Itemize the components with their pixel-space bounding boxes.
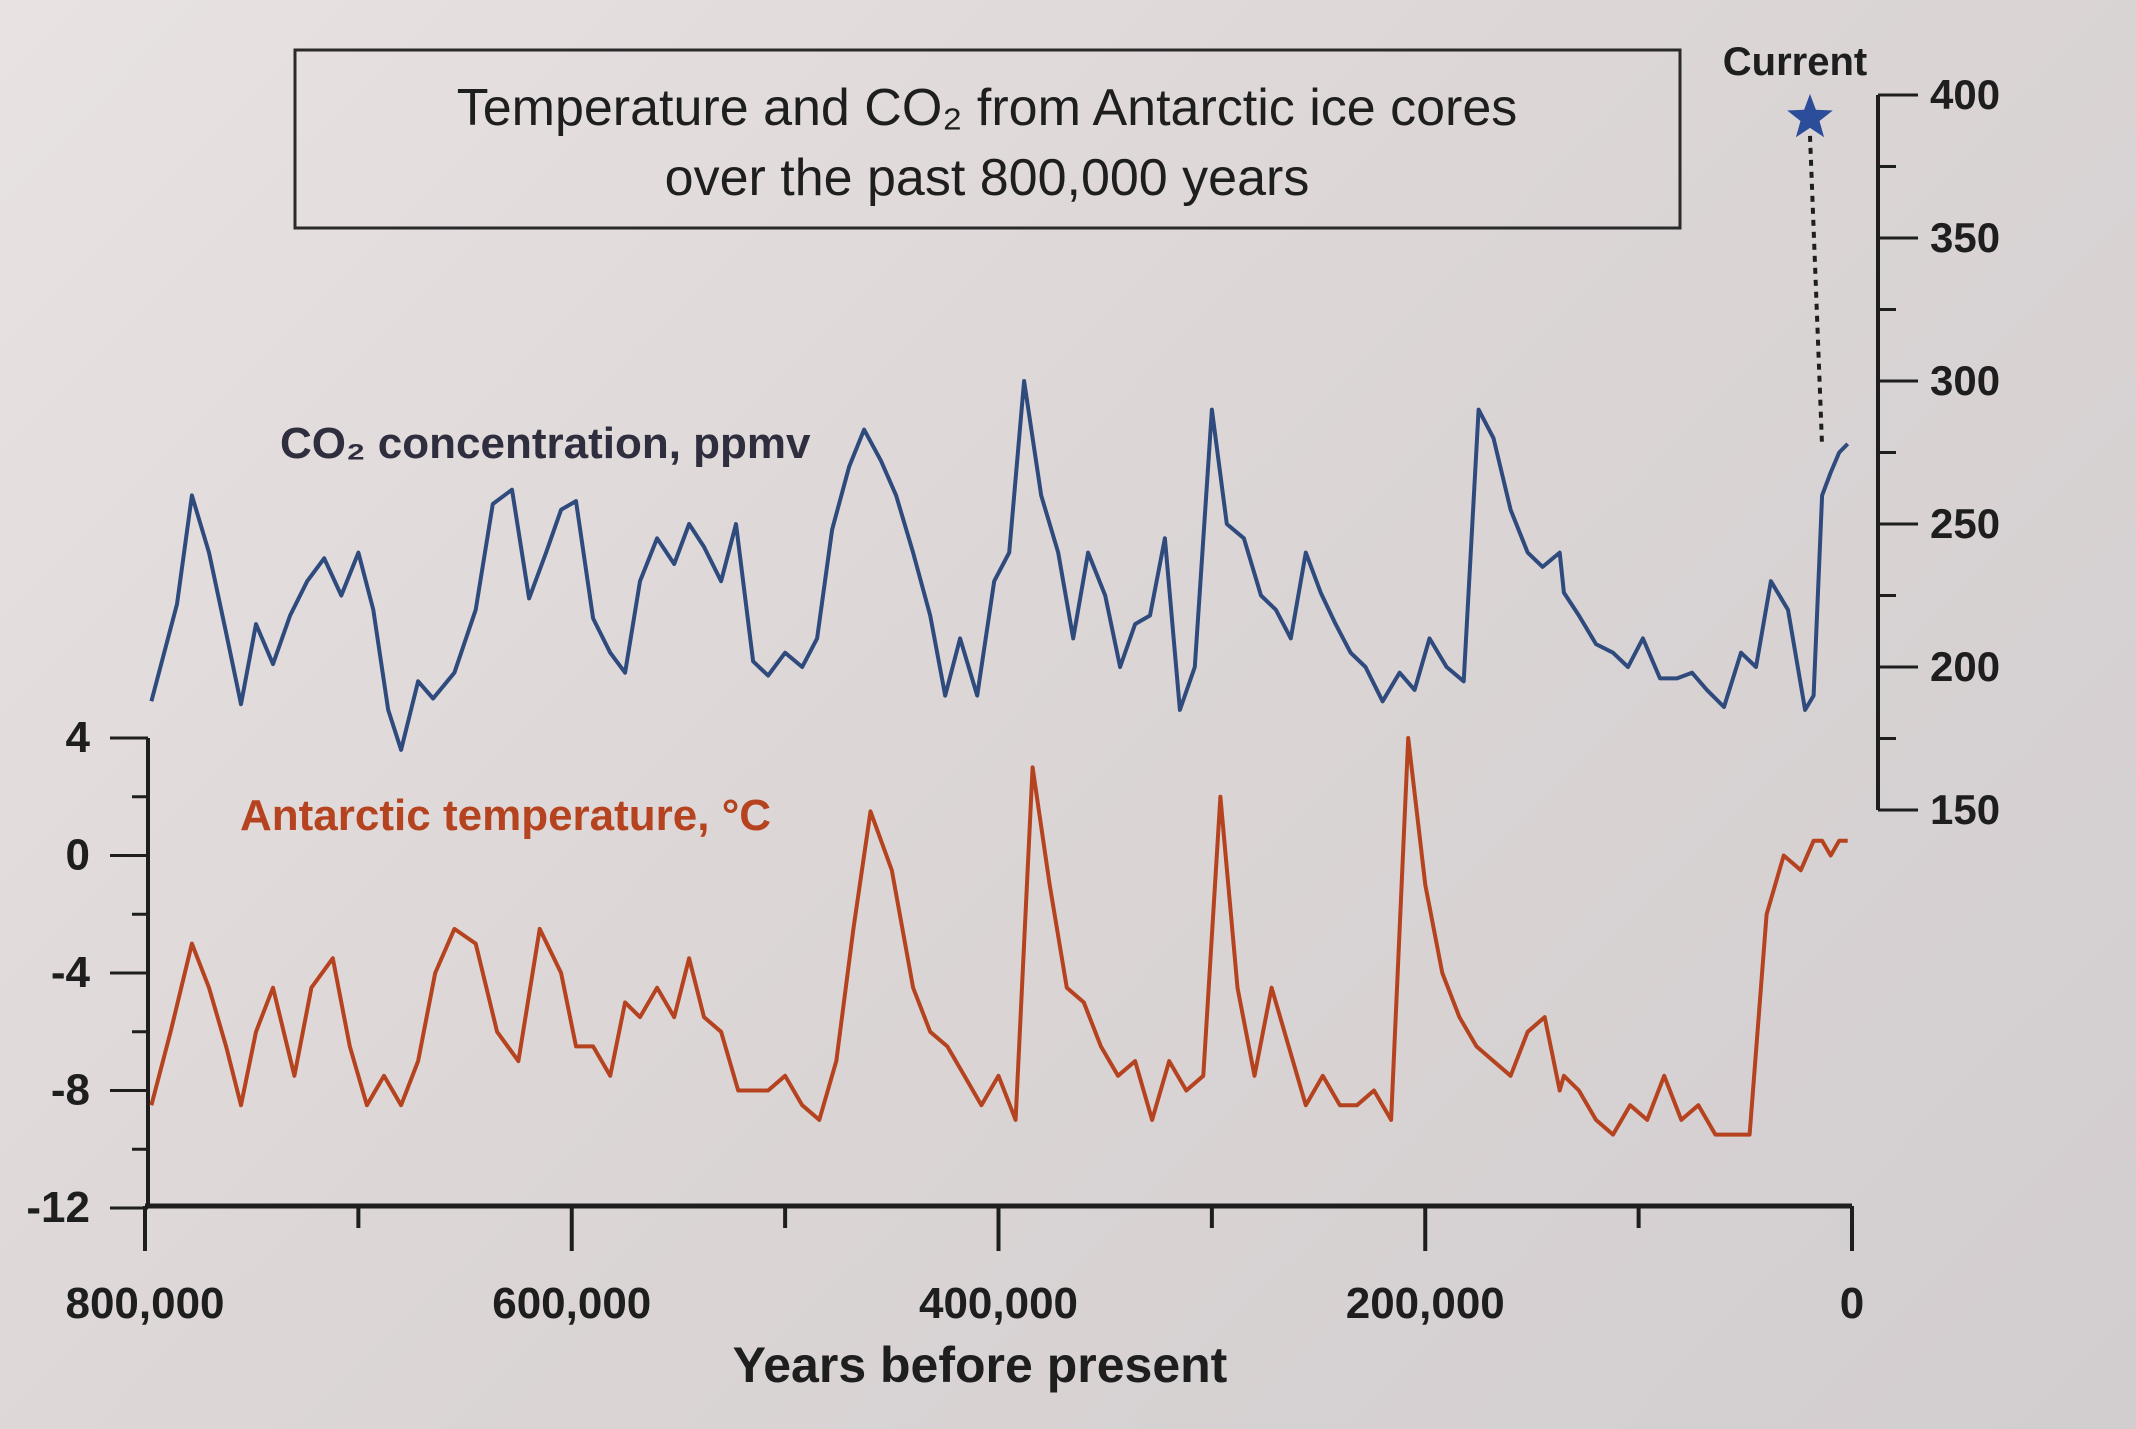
chart-title-line-1: Temperature and CO₂ from Antarctic ice c… — [457, 79, 1518, 137]
right-axis-tick-label: 250 — [1930, 500, 2000, 547]
left-axis-tick-label: -4 — [51, 948, 91, 997]
co2-series-label: CO₂ concentration, ppmv — [280, 419, 811, 468]
right-axis-tick-label: 200 — [1930, 643, 2000, 690]
right-axis-tick-label: 350 — [1930, 214, 2000, 261]
title-frame — [293, 48, 1682, 230]
x-axis-tick-label: 200,000 — [1346, 1279, 1505, 1328]
left-axis-tick-label: 4 — [66, 713, 91, 762]
left-axis-tick-label: -12 — [26, 1183, 90, 1232]
current-marker: Current — [1723, 40, 1867, 444]
x-axis-tick-label: 400,000 — [919, 1279, 1078, 1328]
plot-area — [149, 379, 1850, 1137]
chart-title-line-2: over the past 800,000 years — [665, 149, 1310, 207]
x-axis-tick-label: 800,000 — [65, 1279, 224, 1328]
temperature-series-line — [149, 736, 1848, 1137]
title-box: Temperature and CO₂ from Antarctic ice c… — [293, 48, 1682, 230]
right-axis-tick-label: 150 — [1930, 786, 2000, 833]
current-star-icon — [1787, 93, 1833, 138]
left-axis-tick-label: 0 — [66, 831, 90, 880]
temperature-series-label: Antarctic temperature, °C — [240, 791, 771, 840]
x-axis-tick-label: 600,000 — [492, 1279, 651, 1328]
current-label: Current — [1723, 40, 1867, 84]
right-axis-tick-label: 400 — [1930, 71, 2000, 118]
co2-series-line — [149, 379, 1850, 752]
left-axis-tick-label: -8 — [51, 1066, 90, 1115]
current-connector-line — [1808, 135, 1824, 444]
right-axis-tick-label: 300 — [1930, 357, 2000, 404]
x-axis-tick-label: 0 — [1840, 1279, 1864, 1328]
right-y-axis: 400 350 300 250 200 150 — [1876, 71, 2000, 833]
x-axis: 800,000 600,000 400,000 200,000 0 — [65, 1203, 1864, 1328]
x-axis-label: Years before present — [733, 1337, 1228, 1393]
left-y-axis: 4 0 -4 -8 -12 — [26, 713, 150, 1232]
